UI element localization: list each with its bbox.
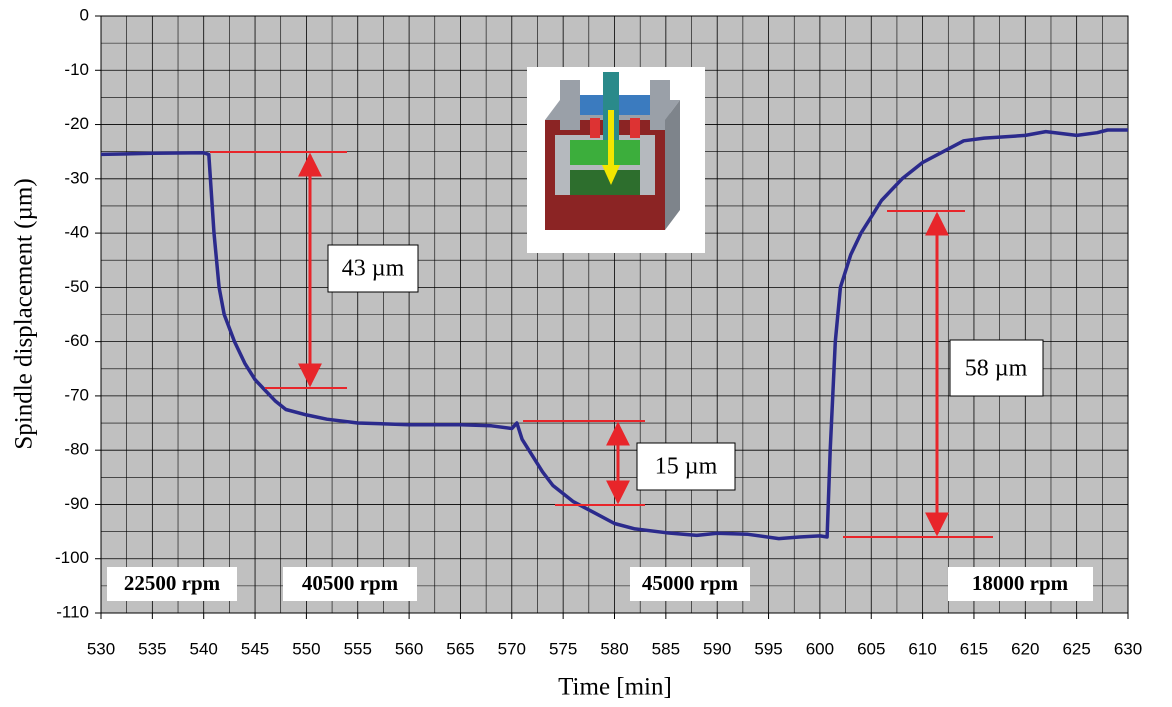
- x-tick-label: 565: [446, 639, 474, 658]
- y-tick-label: -20: [64, 114, 89, 133]
- y-tick-label: -110: [56, 602, 89, 621]
- y-tick-label: -50: [64, 277, 89, 296]
- x-tick-label: 595: [754, 639, 782, 658]
- chart: 43 µm 15 µm 58 µm 22500 rpm 40500 rpm 45…: [0, 0, 1172, 702]
- x-tick-label: 530: [87, 639, 115, 658]
- x-tick-label: 625: [1062, 639, 1090, 658]
- y-tick-label: 0: [80, 5, 89, 24]
- annotation-label: 15 µm: [655, 454, 718, 480]
- y-tick-label: -10: [64, 60, 89, 79]
- y-tick-label: -30: [64, 168, 89, 187]
- speed-label: 45000 rpm: [642, 571, 739, 595]
- y-tick-label: -100: [55, 548, 89, 567]
- x-tick-label: 545: [241, 639, 269, 658]
- x-tick-label: 605: [857, 639, 885, 658]
- speed-label: 22500 rpm: [124, 571, 221, 595]
- x-tick-label: 610: [908, 639, 936, 658]
- inset-image: [527, 67, 705, 253]
- y-tick-label: -60: [64, 331, 89, 350]
- x-tick-label: 540: [190, 639, 218, 658]
- x-tick-label: 630: [1114, 639, 1142, 658]
- x-tick-label: 600: [806, 639, 834, 658]
- x-tick-label: 560: [395, 639, 423, 658]
- speed-label: 40500 rpm: [302, 571, 399, 595]
- x-tick-label: 550: [292, 639, 320, 658]
- x-tick-label: 555: [344, 639, 372, 658]
- x-axis-title: Time [min]: [558, 674, 672, 701]
- annotation-label: 43 µm: [342, 256, 405, 282]
- x-tick-label: 615: [960, 639, 988, 658]
- x-tick-label: 585: [652, 639, 680, 658]
- y-tick-label: -90: [64, 494, 89, 513]
- y-tick-label: -40: [64, 223, 89, 242]
- y-axis-title: Spindle displacement (µm): [11, 178, 38, 449]
- x-tick-label: 620: [1011, 639, 1039, 658]
- x-tick-label: 590: [703, 639, 731, 658]
- y-tick-label: -70: [64, 385, 89, 404]
- x-tick-label: 575: [549, 639, 577, 658]
- annotation-label: 58 µm: [965, 356, 1028, 382]
- y-tick-label: -80: [64, 440, 89, 459]
- x-tick-label: 580: [600, 639, 628, 658]
- x-tick-label: 570: [498, 639, 526, 658]
- speed-label: 18000 rpm: [972, 571, 1069, 595]
- x-tick-label: 535: [138, 639, 166, 658]
